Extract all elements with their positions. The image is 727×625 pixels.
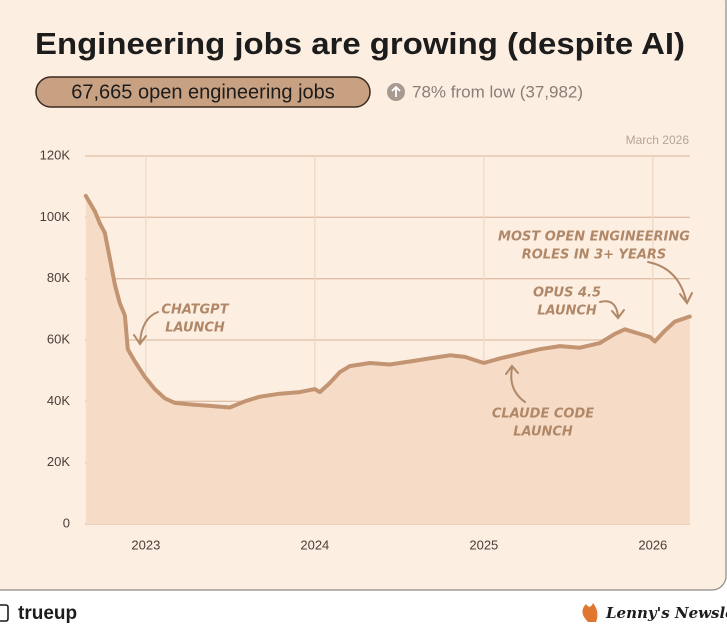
annotation: LAUNCH: [165, 321, 225, 336]
annotation: MOST OPEN ENGINEERING: [498, 230, 690, 245]
arrow: [599, 300, 625, 320]
annotation-arrows: [133, 261, 693, 403]
x-tick-label: 2026: [638, 537, 667, 552]
arrow: [505, 364, 526, 403]
annotation: ROLES IN 3+ YEARS: [522, 248, 667, 263]
line: [83, 193, 692, 410]
badge-pill: [35, 76, 371, 108]
annotation: OPUS 4.5: [533, 286, 601, 301]
footer-logo: [0, 604, 9, 622]
y-tick-label: 80K: [47, 270, 70, 285]
x-tick-label: 2025: [469, 537, 498, 552]
chart-title: Engineering jobs are growing (despite AI…: [35, 26, 685, 61]
annotation: CLAUDE CODE: [492, 407, 594, 422]
annotation: CHATGPT: [161, 303, 229, 318]
badge-text: 67,665 open engineering jobs: [71, 81, 335, 103]
y-tick-label: 20K: [47, 454, 70, 469]
plot: 0 20K 40K 60K 80K 100K 120K 2023 2024 2025 2026: [40, 147, 692, 552]
y-tick-label: 100K: [40, 209, 71, 224]
x-tick-label: 2023: [131, 537, 160, 552]
y-tick-label: 60K: [47, 331, 70, 346]
y-tick-label: 120K: [40, 147, 71, 162]
logo-icon: [0, 604, 9, 622]
date-label: March 2026: [626, 133, 690, 147]
arrow: [647, 261, 693, 305]
footer-brand: trueup: [18, 603, 77, 624]
footer-newsletter: Lenny's Newsletter: [605, 604, 727, 622]
annotation: LAUNCH: [537, 304, 597, 319]
y-tick-label: 40K: [47, 393, 70, 408]
up-arrow: [391, 85, 401, 97]
y-tick-label: 0: [63, 515, 70, 530]
area: [85, 195, 690, 524]
x-tick-label: 2024: [300, 537, 329, 552]
annotation: LAUNCH: [513, 425, 573, 440]
arrow: [133, 311, 159, 346]
newsletter-icon: [582, 603, 598, 622]
change-text: 78% from low (37,982): [412, 82, 583, 101]
